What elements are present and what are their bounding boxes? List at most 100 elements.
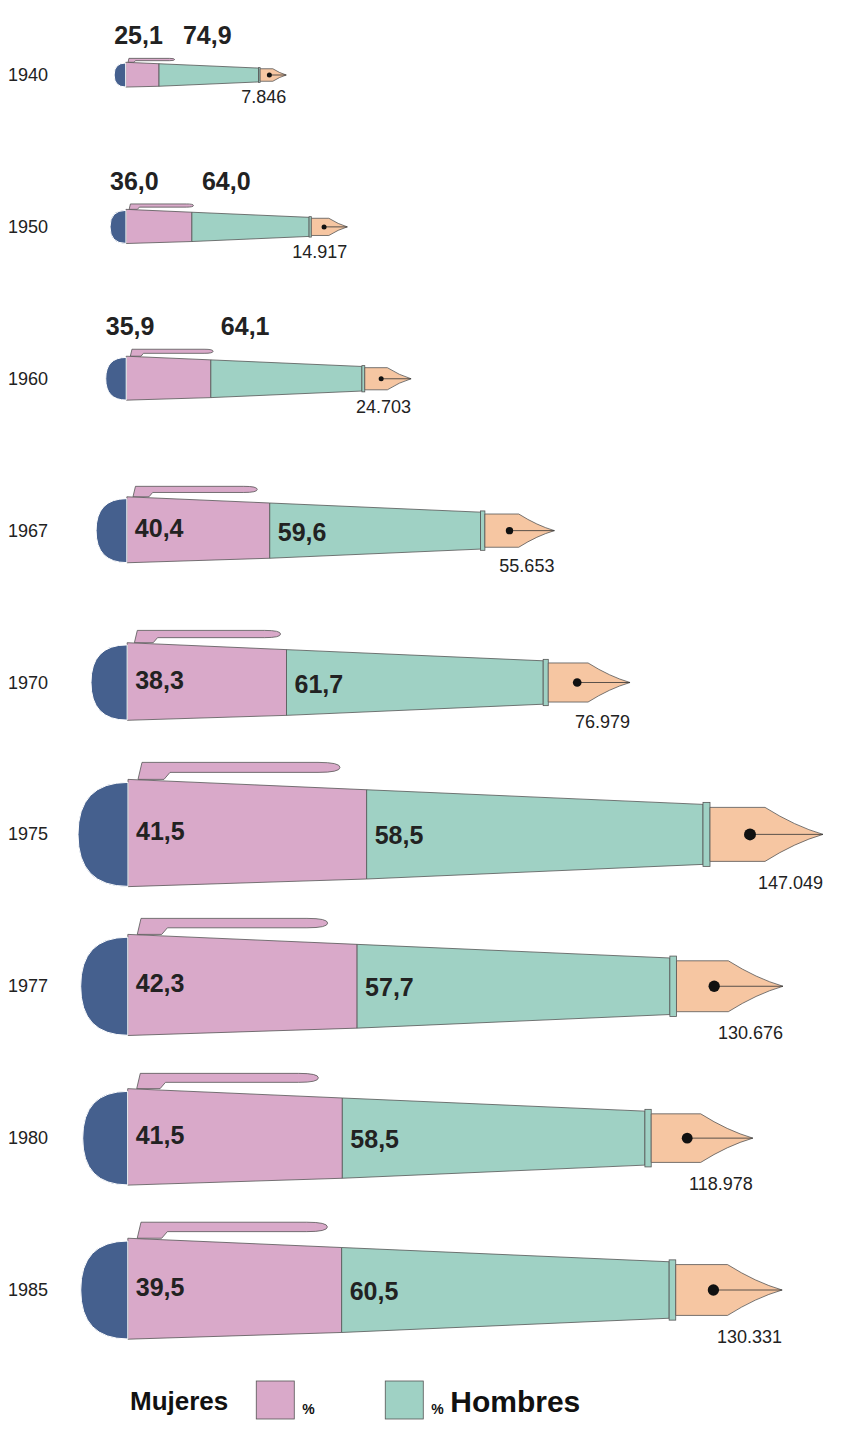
men-label: 61,7 <box>295 670 344 698</box>
chart: 194025,174,97.846195036,064,014.91719603… <box>0 0 846 1445</box>
pen-nib <box>311 218 347 235</box>
men-label: 64,0 <box>202 167 251 195</box>
women-segment <box>126 356 211 400</box>
pen-clip <box>130 349 213 356</box>
legend-label: Mujeres <box>130 1386 228 1416</box>
year-label: 1960 <box>8 369 48 389</box>
total-label: 130.331 <box>717 1327 782 1347</box>
women-label: 25,1 <box>114 21 163 49</box>
pen-ring <box>543 659 548 705</box>
nib-hole <box>682 1133 693 1144</box>
year-label: 1975 <box>8 824 48 844</box>
men-label: 58,5 <box>350 1125 399 1153</box>
pen-cap <box>114 63 126 87</box>
men-segment <box>342 1248 670 1333</box>
women-segment <box>128 1238 342 1339</box>
men-segment <box>367 790 703 879</box>
men-label: 60,5 <box>350 1277 399 1305</box>
pen-cap <box>78 782 128 886</box>
nib-hole <box>744 828 756 840</box>
men-label: 64,1 <box>221 312 270 340</box>
men-segment <box>192 212 309 241</box>
pen: 1977 42,3 57,7 130.676 <box>8 918 783 1043</box>
pen-nib <box>485 514 555 547</box>
women-segment <box>126 62 159 87</box>
pen-cap <box>96 499 127 563</box>
pen-ring <box>670 956 677 1016</box>
year-label: 1980 <box>8 1128 48 1148</box>
pen-cap <box>110 210 126 243</box>
total-label: 118.978 <box>689 1174 753 1194</box>
nib-hole <box>267 73 272 78</box>
nib-hole <box>573 678 582 687</box>
pen-cap <box>91 645 127 720</box>
pen: 196035,964,124.703 <box>8 312 411 417</box>
pen: 1975 41,5 58,5 147.049 <box>8 762 823 893</box>
year-label: 1970 <box>8 673 48 693</box>
men-segment <box>270 503 481 558</box>
pen: 196740,459,655.653 <box>8 486 554 576</box>
women-label: 38,3 <box>135 666 184 694</box>
nib-slit <box>713 1290 782 1291</box>
nib-slit <box>324 226 347 227</box>
year-label: 1977 <box>8 976 48 996</box>
pen-nib <box>651 1114 753 1163</box>
pen-nib <box>676 961 783 1012</box>
pen-clip <box>128 58 175 62</box>
pen-nib <box>676 1265 782 1316</box>
year-label: 1950 <box>8 217 48 237</box>
legend-unit: % <box>302 1401 315 1417</box>
women-segment <box>126 209 192 243</box>
pen-cap <box>106 357 126 400</box>
total-label: 7.846 <box>241 87 286 107</box>
women-label: 41,5 <box>136 817 185 845</box>
men-label: 58,5 <box>375 821 424 849</box>
nib-slit <box>714 986 783 987</box>
pen: 195036,064,014.917 <box>8 167 347 262</box>
year-label: 1940 <box>8 65 48 85</box>
women-segment <box>128 934 357 1035</box>
pen-clip <box>137 1222 327 1238</box>
total-label: 130.676 <box>718 1023 783 1043</box>
pen-ring <box>645 1109 651 1167</box>
women-label: 40,4 <box>135 514 184 542</box>
men-segment <box>342 1098 645 1178</box>
pen-clip <box>137 918 327 934</box>
pen-ring <box>669 1260 676 1320</box>
pen: 1970 38,3 61,7 76.979 <box>8 630 630 731</box>
legend: Mujeres%%Hombres <box>130 1381 580 1419</box>
pen-clip <box>137 1073 319 1088</box>
women-label: 39,5 <box>136 1273 185 1301</box>
nib-hole <box>709 981 720 992</box>
nib-slit <box>269 75 286 76</box>
pen-cap <box>81 937 128 1035</box>
total-label: 14.917 <box>292 242 347 262</box>
women-label: 42,3 <box>136 969 185 997</box>
legend-swatch <box>256 1381 294 1419</box>
nib-slit <box>577 682 630 683</box>
pen-nib <box>548 663 630 702</box>
nib-hole <box>379 376 384 381</box>
pen-ring <box>481 511 485 550</box>
men-segment <box>357 944 670 1028</box>
women-label: 41,5 <box>136 1121 185 1149</box>
legend-label: Hombres <box>450 1385 580 1418</box>
pen-nib <box>260 69 286 81</box>
year-label: 1967 <box>8 521 48 541</box>
women-segment <box>128 779 367 886</box>
year-label: 1985 <box>8 1280 48 1300</box>
pen-cap <box>83 1091 128 1185</box>
nib-hole <box>322 224 327 229</box>
total-label: 55.653 <box>499 556 554 576</box>
total-label: 76.979 <box>575 712 630 732</box>
pen-cap <box>81 1241 128 1339</box>
men-label: 57,7 <box>365 973 414 1001</box>
pen-nib <box>365 368 411 390</box>
total-label: 147.049 <box>758 873 823 893</box>
women-segment <box>127 643 286 721</box>
pen: 194025,174,97.846 <box>8 21 286 107</box>
pen-ring <box>703 802 710 866</box>
men-segment <box>211 360 362 398</box>
pen: 1980 41,5 58,5 118.978 <box>8 1073 753 1193</box>
pen: 1985 39,5 60,5 130.331 <box>8 1222 782 1347</box>
